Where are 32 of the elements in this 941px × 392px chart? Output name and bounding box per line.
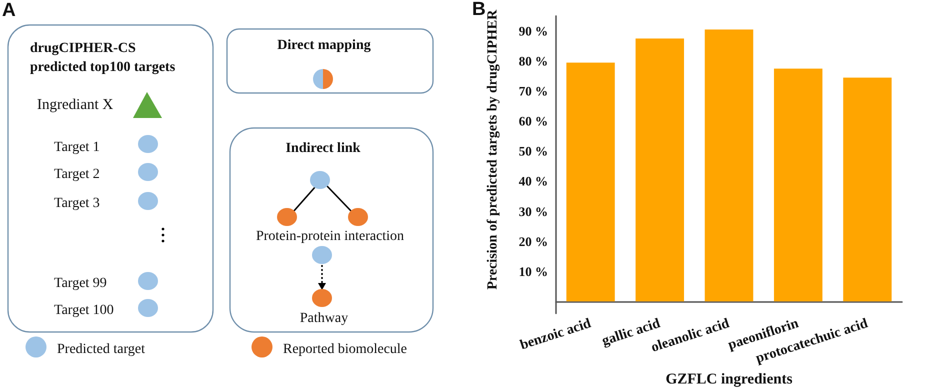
text: Protein-protein interaction [256,229,404,244]
y-tick-label: 70 % [518,84,548,99]
bar [774,68,822,302]
bar [704,30,754,302]
text: Target 2 [54,167,100,182]
y-tick-label: 40 % [518,174,548,189]
y-tick-label: 80 % [518,54,548,69]
text: B [472,0,486,20]
bar [636,38,684,302]
bar [566,62,615,302]
text: Target 100 [54,303,114,318]
y-tick-label: 90 % [518,24,548,39]
y-tick-label: 60 % [518,114,548,129]
text: Predicted target [57,342,146,357]
text: Indirect link [286,141,361,156]
text: Direct mapping [277,38,371,53]
x-tick-label: benzoic acid [518,316,594,354]
text: Target 3 [54,196,100,211]
y-tick-label: 10 % [518,264,548,279]
text: Target 99 [54,276,107,291]
text: Pathway [300,311,348,326]
x-axis-title: GZFLC ingredients [666,372,793,388]
bar [843,78,892,302]
text: Target 1 [54,140,100,155]
text: drugCIPHER-CS predicted top100 targets [30,41,176,75]
text: Ingrediant X [37,97,114,113]
text: Reported biomolecule [283,342,408,357]
y-tick-label: 20 % [518,234,548,249]
y-axis-title: Precision of predicted targets by drugCIPHER [486,8,500,290]
text: A [2,0,16,21]
y-tick-label: 50 % [518,144,548,159]
y-tick-label: 30 % [518,204,548,219]
